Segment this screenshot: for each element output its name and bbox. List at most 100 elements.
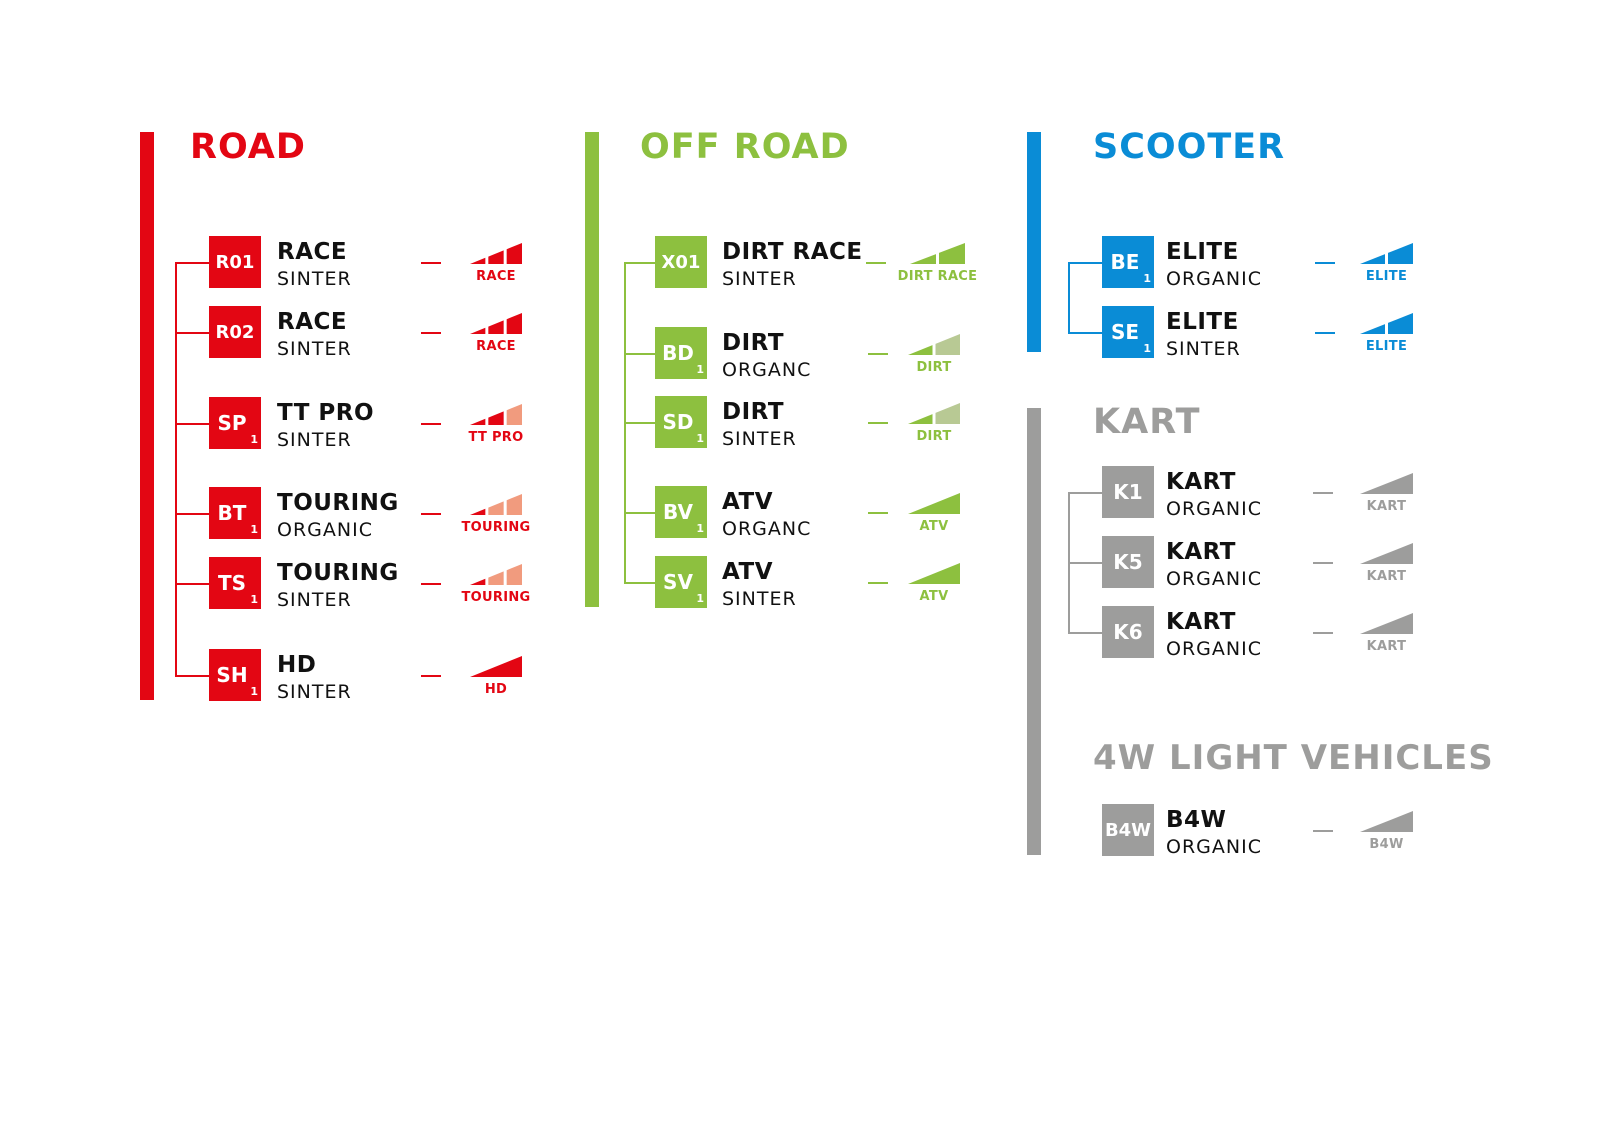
connector-dash	[1313, 492, 1333, 494]
performance-level-label: DIRT	[916, 429, 952, 444]
product-code-subscript: 1	[250, 593, 258, 606]
light4w-section-title: 4W LIGHT VEHICLES	[1093, 738, 1494, 778]
connector-dash	[1315, 262, 1335, 264]
product-name: DIRT RACE	[722, 239, 863, 265]
connector-dash	[421, 262, 441, 264]
level-segment	[488, 571, 504, 585]
compound-material: ORGANIC	[1166, 836, 1262, 858]
connector-dash	[1313, 632, 1333, 634]
product-name: DIRT	[722, 399, 785, 425]
performance-level-icon	[908, 493, 960, 514]
product-code: K1	[1113, 480, 1143, 504]
connector-dash	[868, 422, 888, 424]
level-segment	[488, 320, 504, 334]
product-name: TT PRO	[277, 400, 375, 426]
product-code-badge[interactable]: B4W	[1102, 804, 1154, 856]
tree-connector	[624, 262, 655, 264]
tree-connector	[1068, 562, 1102, 564]
performance-level-label: KART	[1366, 639, 1407, 654]
product-code-subscript: 1	[250, 433, 258, 446]
product-code: SE	[1110, 320, 1140, 344]
tree-connector	[175, 583, 209, 585]
level-segment	[935, 403, 960, 424]
product-code-badge[interactable]: TS 1	[209, 557, 261, 609]
level-segment	[488, 501, 504, 515]
product-code: R02	[215, 321, 255, 343]
scooter-section-title: SCOOTER	[1093, 127, 1286, 167]
product-code-badge[interactable]: BE 1	[1102, 236, 1154, 288]
tree-connector	[175, 513, 209, 515]
level-segment	[908, 563, 960, 584]
level-segment	[488, 411, 504, 425]
product-code-badge[interactable]: R01	[209, 236, 261, 288]
level-segment	[506, 494, 522, 515]
connector-dash	[868, 582, 888, 584]
product-name: ELITE	[1166, 239, 1239, 265]
compound-material: ORGANIC	[1166, 568, 1262, 590]
road-tree-line	[175, 262, 177, 675]
connector-dash	[868, 353, 888, 355]
scooter-tree-line	[1068, 262, 1070, 332]
road-section-title: ROAD	[190, 127, 306, 167]
performance-level-label: ATV	[919, 519, 949, 534]
level-segment	[1360, 254, 1385, 264]
performance-level-icon	[470, 404, 522, 425]
product-code-badge[interactable]: BV 1	[655, 486, 707, 538]
tree-connector	[1068, 492, 1102, 494]
performance-level-icon	[470, 494, 522, 515]
product-code-badge[interactable]: BT 1	[209, 487, 261, 539]
product-name: HD	[277, 652, 317, 678]
product-code-subscript: 1	[250, 523, 258, 536]
tree-connector	[1068, 332, 1102, 334]
product-name: ATV	[722, 489, 774, 515]
performance-level-label: RACE	[476, 269, 516, 284]
product-code-subscript: 1	[1143, 342, 1151, 355]
connector-dash	[1313, 830, 1333, 832]
scooter-group-bar	[1027, 132, 1041, 352]
product-code-badge[interactable]: K1	[1102, 466, 1154, 518]
product-code: TS	[217, 571, 247, 595]
product-code-badge[interactable]: X01	[655, 236, 707, 288]
product-code-badge[interactable]: SE 1	[1102, 306, 1154, 358]
level-segment	[488, 250, 504, 264]
compound-material: ORGANIC	[1166, 638, 1262, 660]
compound-material: SINTER	[277, 429, 352, 451]
product-code-badge[interactable]: SD 1	[655, 396, 707, 448]
product-code-subscript: 1	[696, 592, 704, 605]
performance-level-label: DIRT	[916, 360, 952, 375]
performance-level-icon	[470, 564, 522, 585]
kart-group-bar	[1027, 408, 1041, 855]
product-name: KART	[1166, 609, 1236, 635]
compound-material: SINTER	[277, 681, 352, 703]
product-code-badge[interactable]: SP 1	[209, 397, 261, 449]
product-code: K5	[1113, 550, 1143, 574]
level-segment	[506, 404, 522, 425]
connector-dash	[868, 512, 888, 514]
performance-level-icon	[910, 243, 965, 264]
connector-dash	[1315, 332, 1335, 334]
tree-connector	[175, 262, 209, 264]
performance-level-label: ATV	[919, 589, 949, 604]
product-code: B4W	[1104, 819, 1152, 841]
product-code-badge[interactable]: R02	[209, 306, 261, 358]
performance-level-icon	[1360, 811, 1413, 832]
product-name: B4W	[1166, 807, 1227, 833]
product-code-badge[interactable]: K5	[1102, 536, 1154, 588]
level-segment	[1388, 313, 1413, 334]
product-code: SH	[216, 663, 248, 687]
offroad-section-title: OFF ROAD	[640, 127, 850, 167]
product-name: DIRT	[722, 330, 785, 356]
product-code-subscript: 1	[250, 685, 258, 698]
product-name: ATV	[722, 559, 774, 585]
performance-level-icon	[1360, 613, 1413, 634]
product-code-badge[interactable]: SV 1	[655, 556, 707, 608]
level-segment	[506, 313, 522, 334]
performance-level-icon	[1360, 243, 1413, 264]
level-segment	[1360, 473, 1413, 494]
tree-connector	[1068, 262, 1102, 264]
product-code-badge[interactable]: SH 1	[209, 649, 261, 701]
connector-dash	[421, 332, 441, 334]
product-code-badge[interactable]: K6	[1102, 606, 1154, 658]
product-code-badge[interactable]: BD 1	[655, 327, 707, 379]
connector-dash	[421, 675, 441, 677]
